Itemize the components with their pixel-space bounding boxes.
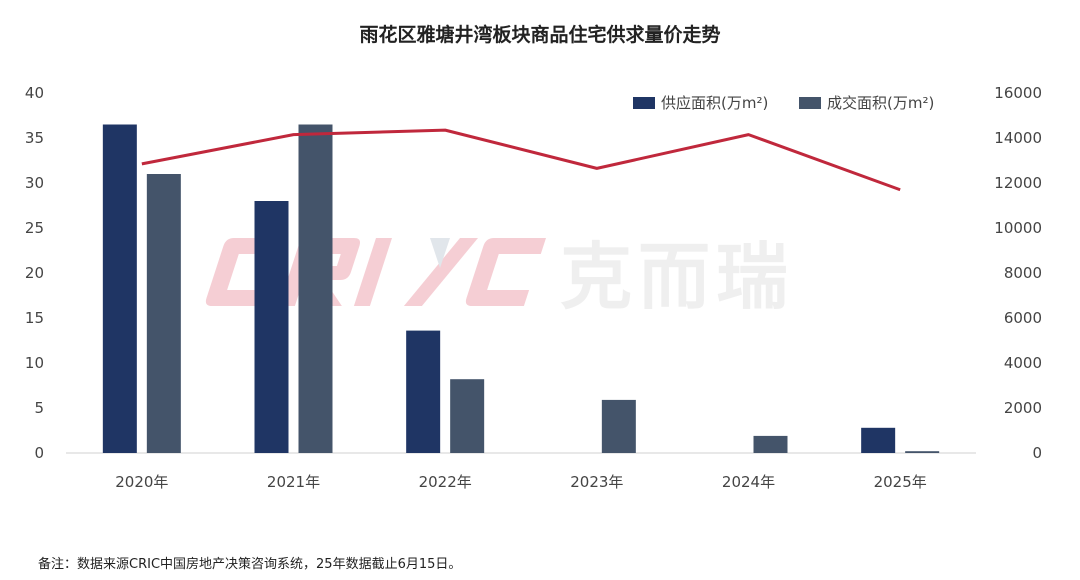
y-right-tick-label: 4000 [1004,354,1042,372]
bar-supply [861,427,896,453]
x-tick-label: 2023年 [570,473,623,491]
y-right-tick-label: 6000 [1004,309,1042,327]
price-line [141,128,901,192]
x-tick-label: 2020年 [115,473,168,491]
y-right-tick-label: 12000 [994,174,1042,192]
y-left-tick-label: 30 [25,174,44,192]
bar-supply [406,330,441,453]
cric-watermark: 克而瑞 [205,235,794,319]
bar-supply [102,124,137,453]
y-left-tick-label: 0 [34,444,44,462]
legend-label: 供应面积(万m²) [661,94,768,112]
bar-transaction [146,174,181,453]
bar-transaction [905,451,940,453]
y-left-tick-label: 40 [25,84,44,102]
y-right-tick-label: 0 [1032,444,1042,462]
x-tick-label: 2024年 [722,473,775,491]
svg-text:克而瑞: 克而瑞 [560,235,794,319]
y-left-tick-label: 15 [25,309,44,327]
bars-group [102,124,940,453]
axes-group: 0 5 10 15 20 25 30 35 40 0 2000 4000 6000 8000 10000 12… [25,84,1042,491]
footnote: 备注：数据来源CRIC中国房地产决策咨询系统，25年数据截止6月15日。 [38,557,462,572]
y-right-tick-label: 10000 [994,219,1042,237]
y-right-tick-label: 2000 [1004,399,1042,417]
y-left-tick-label: 20 [25,264,44,282]
x-tick-label: 2021年 [267,473,320,491]
y-left-tick-label: 35 [25,129,44,147]
bar-transaction [450,379,485,453]
x-tick-label: 2025年 [874,473,927,491]
y-right-tick-label: 16000 [994,84,1042,102]
y-right-tick-label: 8000 [1004,264,1042,282]
y-left-tick-label: 5 [34,399,44,417]
y-left-tick-label: 10 [25,354,44,372]
legend-swatch [799,97,821,109]
x-tick-label: 2022年 [419,473,472,491]
legend-label: 成交面积(万m²) [827,94,934,112]
bar-transaction [753,435,788,453]
legend-swatch [633,97,655,109]
y-right-tick-label: 14000 [994,129,1042,147]
legend: 供应面积(万m²) 成交面积(万m²) [633,94,934,112]
bar-supply [254,201,289,453]
line-group [141,128,901,192]
y-left-tick-label: 25 [25,219,44,237]
chart-title: 雨花区雅塘井湾板块商品住宅供求量价走势 [359,24,721,46]
bar-transaction [601,399,636,453]
bar-transaction [298,124,333,453]
